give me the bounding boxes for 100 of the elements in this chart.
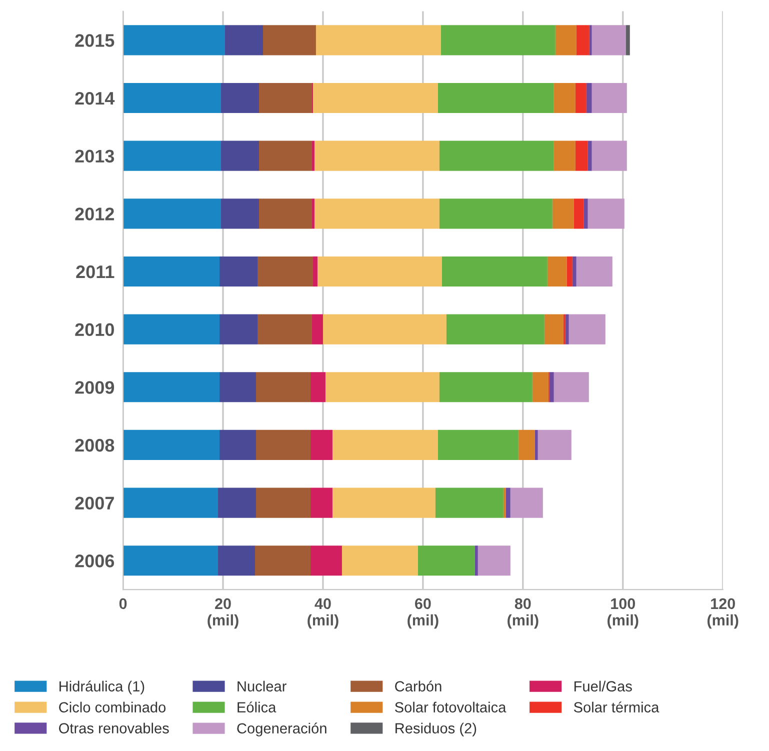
bar — [258, 314, 312, 344]
bar — [123, 198, 222, 229]
legend-label: Eólica — [238, 702, 276, 712]
bar — [506, 488, 510, 518]
bar — [123, 372, 220, 402]
bar — [332, 430, 438, 460]
y-tick-label: 2008 — [75, 438, 114, 452]
y-tick-label: 2006 — [75, 554, 114, 568]
bar — [592, 82, 627, 114]
bar — [478, 546, 510, 576]
bar — [589, 25, 592, 56]
bar — [256, 430, 310, 460]
bar — [123, 256, 220, 287]
bar — [218, 546, 255, 576]
bar — [574, 198, 584, 229]
bar — [532, 372, 548, 402]
bar — [439, 198, 552, 229]
bar — [259, 140, 312, 171]
bar — [220, 314, 258, 344]
bar — [552, 198, 574, 229]
legend-label: Otras renovables — [59, 722, 169, 734]
bar — [565, 314, 569, 344]
bar — [221, 198, 259, 229]
bar — [220, 430, 256, 460]
bar — [256, 372, 310, 402]
bar — [440, 25, 556, 56]
bar — [592, 140, 627, 171]
bar — [123, 140, 222, 171]
bar — [503, 488, 506, 518]
bar — [123, 314, 220, 344]
bar — [568, 314, 606, 344]
legend-label: Residuos (2) — [396, 722, 476, 736]
bar — [538, 430, 572, 460]
bar — [310, 488, 332, 518]
bar — [586, 82, 592, 114]
bar — [259, 82, 312, 114]
bar — [218, 488, 256, 518]
bar — [221, 140, 259, 171]
bar — [575, 140, 588, 171]
bar — [312, 140, 314, 171]
x-tick-label: 60 (mil) — [408, 598, 438, 629]
bar — [547, 256, 567, 287]
bar — [259, 198, 312, 229]
bar — [310, 372, 326, 402]
bar — [418, 546, 475, 576]
bar — [575, 82, 586, 114]
y-tick-label: 2015 — [75, 34, 114, 47]
legend-label: Ciclo combinado — [59, 702, 166, 712]
bar — [322, 314, 446, 344]
bar — [584, 198, 588, 229]
x-tick-label: 100 (mil) — [608, 598, 638, 629]
bar — [314, 198, 440, 229]
y-tick-label: 2013 — [75, 150, 114, 163]
bar — [220, 256, 258, 287]
bar — [438, 430, 518, 460]
bar — [442, 256, 548, 287]
bar — [256, 488, 310, 518]
bar — [225, 25, 263, 56]
bar — [342, 546, 418, 576]
bar — [123, 546, 218, 576]
bar — [626, 25, 630, 56]
bar — [312, 314, 323, 344]
bar — [221, 82, 259, 114]
x-tick-label: 120 (mil) — [707, 598, 738, 629]
bar — [576, 25, 590, 56]
legend-label: Cogeneración — [237, 722, 326, 736]
bar — [310, 546, 342, 576]
bar — [263, 25, 316, 56]
x-tick-label: 80 (mil) — [508, 598, 538, 629]
bar — [572, 256, 576, 287]
bar — [549, 372, 554, 402]
bar — [439, 372, 532, 402]
bar — [518, 430, 535, 460]
bar — [312, 198, 314, 229]
bar — [325, 372, 440, 402]
x-tick-label: 0 — [119, 598, 127, 610]
bar — [123, 488, 218, 518]
bar — [534, 430, 538, 460]
bar — [554, 372, 589, 402]
x-tick-label: 20 (mil) — [208, 598, 238, 629]
legend-label: Carbón — [395, 680, 442, 692]
bar — [312, 256, 318, 287]
bar — [510, 488, 543, 518]
bar — [544, 314, 564, 344]
bar — [435, 488, 504, 518]
bar — [566, 256, 572, 287]
bar — [258, 256, 313, 287]
bar — [310, 430, 332, 460]
bar — [332, 488, 436, 518]
bar — [446, 314, 544, 344]
bar — [576, 256, 612, 287]
bar — [220, 372, 256, 402]
y-tick-label: 2014 — [75, 92, 115, 105]
bar — [554, 82, 576, 114]
y-tick-label: 2010 — [75, 323, 114, 336]
bar — [554, 140, 576, 171]
bar — [123, 82, 222, 114]
y-tick-label: 2012 — [75, 208, 114, 220]
legend-label: Fuel/Gas — [574, 680, 632, 692]
y-tick-label: 2007 — [75, 496, 114, 510]
